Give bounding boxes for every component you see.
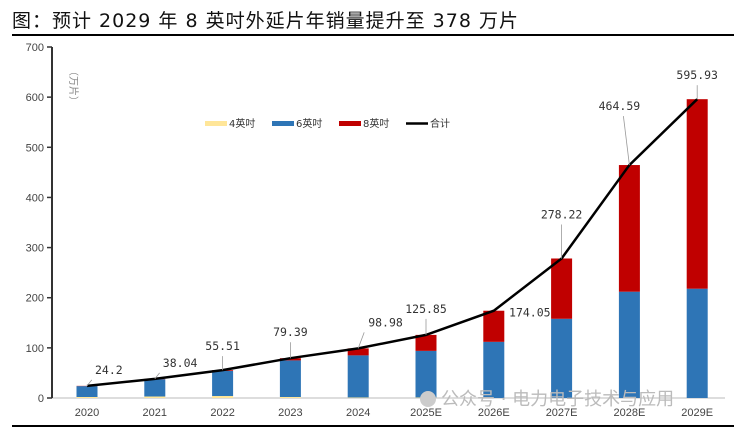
- bar-4英吋: [212, 395, 234, 398]
- x-tick-label: 2028E: [613, 407, 645, 419]
- x-tick-label: 2022: [210, 407, 234, 419]
- x-tick-label: 2024: [346, 407, 370, 419]
- bar-4英吋: [279, 396, 301, 398]
- bar-6英吋: [279, 360, 301, 397]
- y-tick-label: 600: [26, 92, 44, 104]
- data-label: 174.05: [509, 306, 551, 320]
- y-tick-label: 300: [26, 243, 44, 255]
- y-tick-label: 0: [38, 393, 44, 405]
- legend-swatch: [339, 121, 361, 126]
- x-tick-label: 2025E: [410, 407, 442, 419]
- x-tick-label: 2029E: [681, 407, 713, 419]
- bar-8英吋: [551, 258, 573, 319]
- total-line: [86, 98, 699, 388]
- x-tick-label: 2026E: [478, 407, 510, 419]
- data-label: 38.04: [163, 356, 198, 370]
- bar-6英吋: [551, 318, 573, 398]
- leader-line: [154, 372, 160, 380]
- x-tick-label: 2027E: [546, 407, 578, 419]
- bar-6英吋: [76, 386, 98, 397]
- bar-8英吋: [347, 348, 369, 356]
- legend-swatch: [272, 121, 294, 126]
- bar-8英吋: [483, 310, 505, 342]
- title-rule: [12, 34, 734, 36]
- bottom-rule: [12, 425, 734, 427]
- data-label: 98.98: [368, 315, 403, 329]
- bar-6英吋: [686, 288, 708, 398]
- leader-line: [623, 115, 630, 166]
- bar-4英吋: [347, 397, 369, 398]
- legend-label: 合计: [430, 117, 450, 130]
- bar-8英吋: [686, 99, 708, 289]
- bar-6英吋: [212, 370, 234, 396]
- y-tick-label: 200: [26, 293, 44, 305]
- bar-6英吋: [483, 341, 505, 398]
- bar-4英吋: [76, 396, 98, 398]
- bar-8英吋: [415, 334, 437, 351]
- leader-line: [357, 332, 365, 349]
- bar-4英吋: [144, 396, 166, 398]
- bar-6英吋: [347, 355, 369, 398]
- data-label: 24.2: [95, 363, 123, 377]
- y-tick-label: 500: [26, 142, 44, 154]
- x-tick-label: 2021: [143, 407, 167, 419]
- legend-label: 6英吋: [296, 117, 322, 130]
- y-tick-label: 700: [26, 42, 44, 54]
- bar-6英吋: [144, 379, 166, 397]
- bar-6英吋: [415, 350, 437, 398]
- x-tick-label: 2023: [278, 407, 302, 419]
- y-axis-label: （万片）: [67, 66, 80, 106]
- legend-swatch: [205, 121, 227, 126]
- data-label: 55.51: [205, 339, 240, 353]
- wechat-icon: [420, 391, 436, 407]
- bar-8英吋: [618, 165, 640, 292]
- data-label: 79.39: [273, 325, 308, 339]
- data-label: 125.85: [405, 302, 447, 316]
- legend-label: 4英吋: [229, 117, 255, 130]
- data-label: 595.93: [676, 68, 718, 82]
- x-tick-label: 2020: [75, 407, 99, 419]
- y-tick-label: 400: [26, 192, 44, 204]
- bar-6英吋: [618, 291, 640, 398]
- y-tick-label: 100: [26, 343, 44, 355]
- data-label: 464.59: [599, 99, 641, 113]
- legend-label: 8英吋: [363, 117, 389, 130]
- data-label: 278.22: [541, 207, 583, 221]
- watermark: 公众号 · 电力电子技术与应用: [441, 389, 674, 410]
- chart-title: 图：预计 2029 年 8 英吋外延片年销量提升至 378 万片: [12, 10, 519, 32]
- leader-line: [86, 379, 93, 387]
